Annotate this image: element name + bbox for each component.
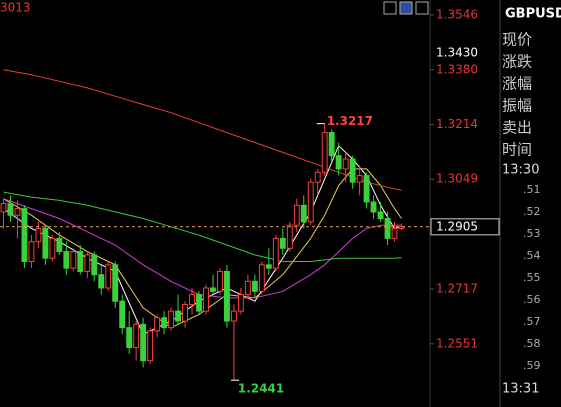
- candle-body: [293, 204, 300, 226]
- ma-line: [3, 198, 402, 299]
- current-price-box: [430, 218, 500, 236]
- candle-body: [98, 274, 105, 289]
- y-tick-label: 1.3546: [436, 7, 478, 21]
- candle-body: [147, 330, 154, 362]
- candle-body: [328, 132, 335, 157]
- candle-body: [63, 251, 70, 269]
- candle-body: [230, 310, 237, 322]
- icon[interactable]: [399, 1, 413, 15]
- icon[interactable]: [415, 1, 429, 15]
- field-label: 时间: [502, 141, 532, 159]
- candle-body: [210, 287, 216, 292]
- candle-body: [370, 201, 377, 213]
- candle-body: [286, 224, 293, 249]
- candle-body: [182, 304, 188, 322]
- candle-body: [49, 237, 56, 259]
- candle-body: [133, 323, 140, 348]
- candle-body: [398, 226, 405, 229]
- candle-body: [140, 323, 147, 362]
- candle-body: [77, 251, 84, 272]
- symbol: GBPUSD: [505, 7, 561, 22]
- marker-label: 1.3430: [436, 46, 478, 60]
- y-tick-label: 1.3049: [436, 172, 478, 186]
- candle-body: [314, 171, 321, 183]
- candle-body: [272, 237, 279, 269]
- candle-body: [258, 264, 265, 292]
- candle-body: [335, 155, 342, 170]
- candle-body: [223, 270, 230, 322]
- candle-body: [342, 158, 349, 170]
- candle-body: [175, 310, 182, 322]
- candle-body: [84, 254, 91, 272]
- tick-row: .53: [523, 227, 541, 240]
- ma-line: [3, 191, 402, 262]
- candle-body: [377, 211, 384, 220]
- candle-body: [56, 237, 63, 253]
- field-label: 振幅: [502, 97, 532, 115]
- candle-body: [265, 264, 272, 269]
- candle-body: [14, 208, 21, 216]
- candle-body: [0, 203, 7, 213]
- y-tick-label: 1.3380: [436, 62, 478, 76]
- candle-body: [300, 204, 307, 223]
- field-label: 涨幅: [502, 75, 532, 93]
- candle-body: [70, 251, 77, 269]
- field-label: 现价: [502, 31, 532, 49]
- candle-body: [28, 241, 35, 263]
- candle-body: [217, 270, 223, 292]
- y-tick-label: 1.3214: [436, 117, 478, 131]
- candle-body: [126, 327, 133, 348]
- candle-body: [203, 287, 209, 312]
- candle-body: [307, 181, 314, 223]
- tick-row: .57: [523, 315, 541, 328]
- current-price-label: 1.2905: [436, 219, 478, 233]
- toolbar-icons: [383, 1, 429, 15]
- candle-body: [356, 175, 363, 183]
- marker-box: [431, 46, 499, 61]
- candle-body: [279, 237, 286, 249]
- candle-body: [237, 294, 244, 312]
- high-label: 1.3217: [327, 114, 373, 128]
- candle-body: [363, 175, 370, 203]
- candle-body: [21, 208, 28, 263]
- y-tick-label: 1.2717: [436, 281, 478, 295]
- candle-body: [168, 310, 175, 329]
- y-tick-label: 1.2551: [436, 336, 478, 350]
- tick-row: .58: [523, 337, 541, 350]
- candle-body: [161, 317, 168, 329]
- candle-body: [91, 254, 98, 276]
- tick-row: .54: [523, 249, 541, 262]
- tick-row: .55: [523, 271, 541, 284]
- candle-body: [154, 317, 161, 332]
- corner-label: 3013: [0, 1, 31, 15]
- candle-body: [7, 203, 14, 216]
- tick-row: .59: [523, 359, 541, 372]
- candle-body: [196, 294, 202, 312]
- candle-body: [244, 280, 251, 296]
- candle-body: [251, 280, 258, 292]
- time-start: 13:30: [502, 163, 539, 178]
- candle-body: [384, 218, 391, 239]
- tick-row: .52: [523, 205, 541, 218]
- candle-body: [119, 300, 126, 329]
- candle-body: [35, 227, 42, 243]
- candle-body: [321, 132, 328, 173]
- time-end: 13:31: [502, 382, 539, 397]
- field-label: 卖出: [502, 119, 532, 137]
- tick-row: .56: [523, 293, 541, 306]
- candle-body: [349, 158, 356, 183]
- candle-body: [112, 264, 119, 302]
- candle-body: [189, 294, 195, 306]
- candle-body: [105, 264, 112, 289]
- tick-row: .51: [523, 183, 541, 196]
- icon[interactable]: [383, 1, 397, 15]
- candle-body: [42, 227, 49, 259]
- low-label: 1.2441: [238, 382, 284, 396]
- field-label: 涨跌: [502, 53, 532, 71]
- candle-body: [391, 227, 398, 239]
